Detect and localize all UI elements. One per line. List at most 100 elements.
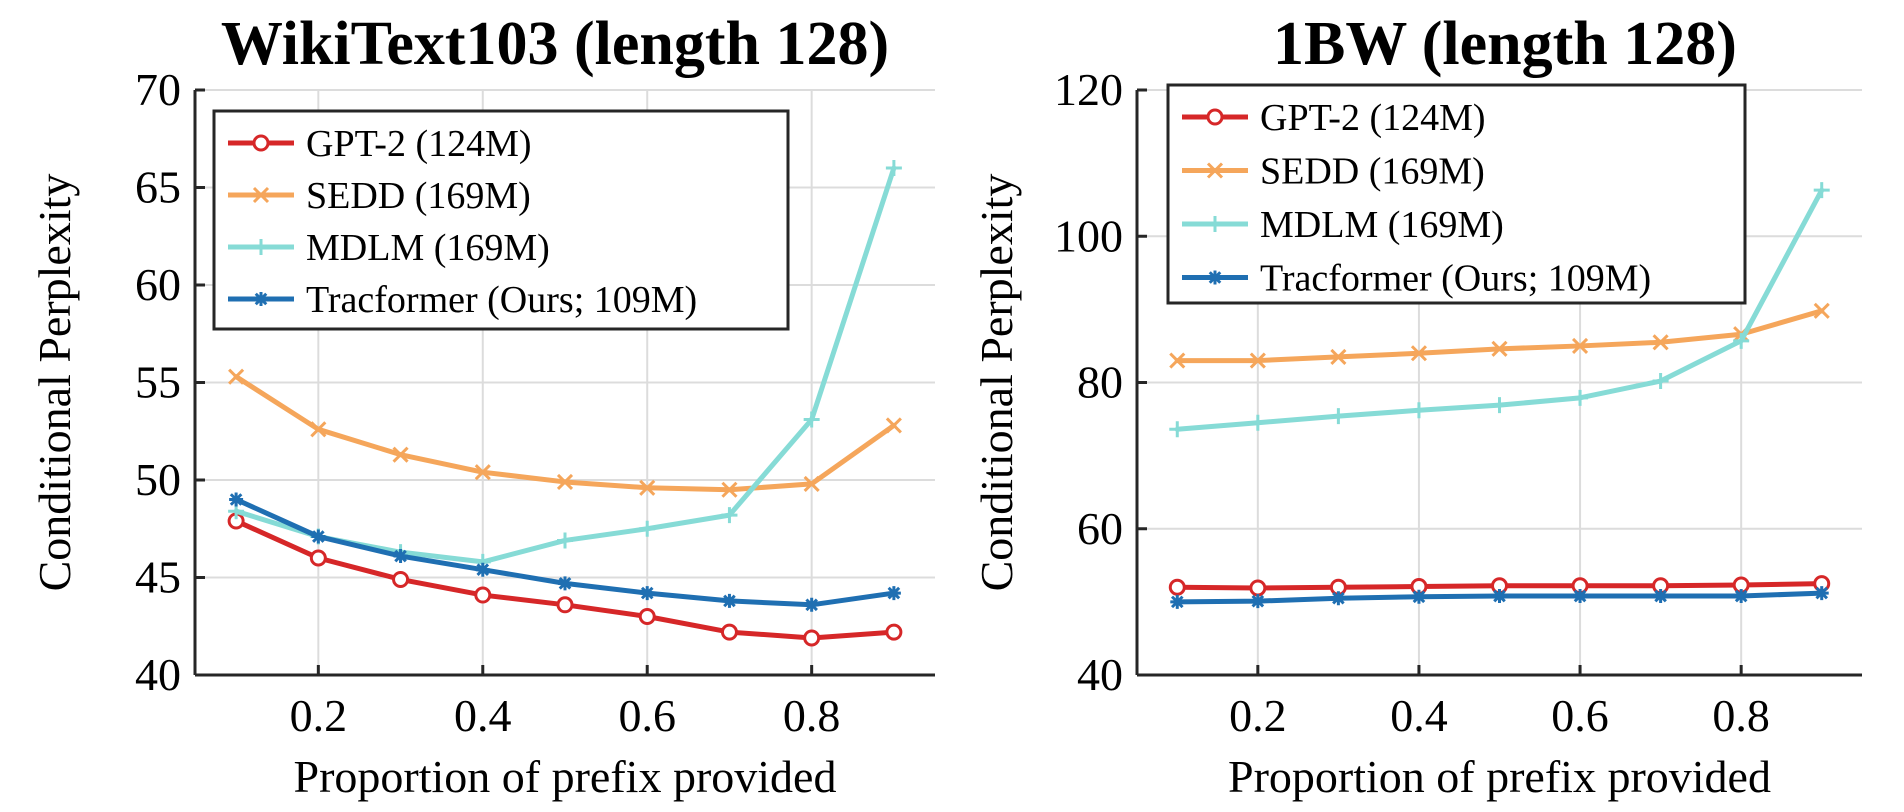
legend-label: SEDD (169M) [306,175,531,217]
data-point [558,576,572,591]
series-line [1174,308,1825,364]
legend-item: SEDD (169M) [1182,151,1485,193]
legend-marker [253,239,269,255]
legend-marker [1206,162,1224,179]
legend-label: MDLM (169M) [306,227,550,269]
data-point [1573,589,1588,604]
x-tick-label: 0.8 [783,690,841,741]
x-axis-label: Proportion of prefix provided [294,751,837,802]
chart-title: WikiText103 (length 128) [221,10,889,78]
data-point [639,520,656,537]
data-point [885,417,902,434]
y-tick-label: 80 [1077,357,1123,408]
legend-label: GPT-2 (124M) [306,123,532,165]
data-point [721,507,738,524]
legend-item: MDLM (169M) [1182,204,1504,246]
y-tick-label: 40 [1077,649,1123,700]
data-point [392,570,410,588]
series-gpt-2-124m [227,512,903,647]
x-axis-label: Proportion of prefix provided [1228,751,1771,802]
legend-item: MDLM (169M) [228,227,550,269]
legend-label: MDLM (169M) [1260,204,1504,246]
data-point [1331,591,1346,606]
data-point [310,421,327,438]
data-point [1652,334,1669,351]
data-point [1572,389,1589,406]
data-point [639,479,656,496]
data-point [1571,337,1589,354]
data-point [1249,352,1266,369]
chart-panel-wikitext103: 40 45 50 55 60 65 70 0.2 0.4 0.6 0.8 WikiText103 (l… [29,10,935,802]
y-tick-label: 45 [135,552,181,603]
legend-item: Tracformer (Ours; 109M) [1182,258,1651,300]
legend-label: Tracformer (Ours; 109M) [1260,258,1651,300]
y-tick-label: 55 [135,357,181,408]
data-point [638,608,656,625]
chart-title: 1BW (length 128) [1273,10,1737,78]
data-point [1330,348,1347,365]
data-point [1813,182,1830,199]
data-point [1813,302,1830,319]
x-tick-label: 0.6 [1551,690,1609,741]
data-point [474,586,492,604]
data-point [886,586,901,601]
data-point [721,481,738,498]
legend-label: SEDD (169M) [1260,151,1485,193]
data-point [1169,352,1186,369]
data-point [1410,345,1428,362]
data-point [393,549,408,564]
data-point [1168,578,1186,596]
legend-box [1166,83,1747,305]
data-point [1170,594,1185,609]
y-tick-label: 60 [1077,503,1123,554]
data-point [1652,373,1669,390]
data-point [1814,586,1829,601]
y-tick-label: 65 [135,162,181,213]
data-point [1250,594,1265,609]
legend-label: Tracformer (Ours; 109M) [306,279,697,321]
data-point [229,492,244,507]
legend-item: GPT-2 (124M) [228,123,532,165]
data-point [1492,589,1507,604]
data-point [1249,414,1266,431]
data-point [1330,408,1347,425]
y-tick-label: 100 [1054,210,1123,261]
series-mdlm-169m [1169,182,1830,438]
series-tracformer-ours-109m [229,492,901,612]
chart-panel-1bw: 40 60 80 100 120 0.2 0.4 0.6 0.8 1BW (length 128)… [971,10,1862,802]
legend-marker [1206,108,1224,126]
y-axis-label: Conditional Perplexity [971,174,1022,592]
legend-marker [1207,216,1223,232]
y-axis-label: Conditional Perplexity [29,174,80,592]
series-tracformer-ours-109m [1170,586,1829,609]
x-tick-label: 0.4 [454,690,512,741]
data-point [885,160,902,176]
y-tick-label: 50 [135,454,181,505]
data-point [556,473,574,491]
data-point [557,532,573,549]
data-point [1491,397,1508,414]
y-tick-label: 120 [1054,64,1123,115]
data-point [1410,402,1427,419]
data-point [475,562,490,577]
data-point [311,529,326,544]
data-point [1411,589,1426,604]
x-tick-label: 0.6 [618,690,676,741]
legend-label: GPT-2 (124M) [1260,97,1486,139]
series-sedd-169m [1169,302,1830,369]
data-point [1733,332,1750,349]
legend-marker [252,186,270,204]
legend-marker [254,292,268,306]
legend-item: Tracformer (Ours; 109M) [228,279,697,321]
y-tick-label: 60 [135,259,181,310]
series-line [233,374,897,493]
data-point [309,549,327,567]
legend-box [212,109,790,331]
data-point [803,629,821,647]
legend: GPT-2 (124M) SEDD (169M) MDLM (169M) Tracfo… [1166,83,1747,305]
x-tick-label: 0.4 [1390,690,1448,741]
legend: GPT-2 (124M) SEDD (169M) MDLM (169M) Tracfo… [212,109,790,331]
x-tick-label: 0.2 [1229,690,1287,741]
data-point [556,596,574,614]
